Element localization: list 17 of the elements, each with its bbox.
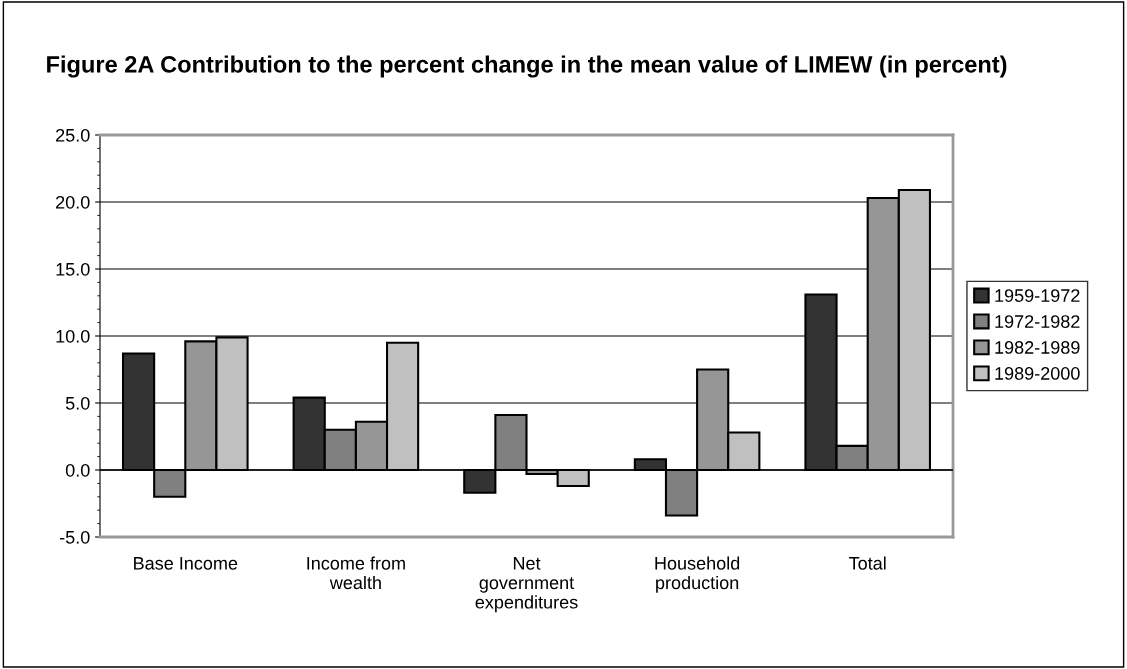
x-tick-label: Income from wealth xyxy=(307,556,405,590)
chart-title: Figure 2A Contribution to the percent change in the mean value of LIMEW (in percent) xyxy=(47,55,1007,78)
y-tick-label: 10.0 xyxy=(56,329,90,343)
x-tick-label: Total xyxy=(849,556,886,570)
legend-label: 1982-1989 xyxy=(995,341,1080,354)
legend-label: 1972-1982 xyxy=(995,315,1080,328)
legend-label: 1989-2000 xyxy=(995,367,1080,380)
y-tick-label: 15.0 xyxy=(56,262,90,276)
y-tick-label: -5.0 xyxy=(59,530,90,544)
x-tick-label: Base Income xyxy=(134,557,238,570)
y-tick-label: 20.0 xyxy=(56,195,90,209)
y-tick-label: 25.0 xyxy=(56,128,90,142)
x-tick-label: Net government expenditures xyxy=(475,557,578,613)
x-tick-label: Household production xyxy=(655,556,740,593)
y-tick-label: 5.0 xyxy=(65,396,90,410)
y-tick-label: 0.0 xyxy=(65,463,90,477)
legend-label: 1959-1972 xyxy=(995,289,1080,302)
